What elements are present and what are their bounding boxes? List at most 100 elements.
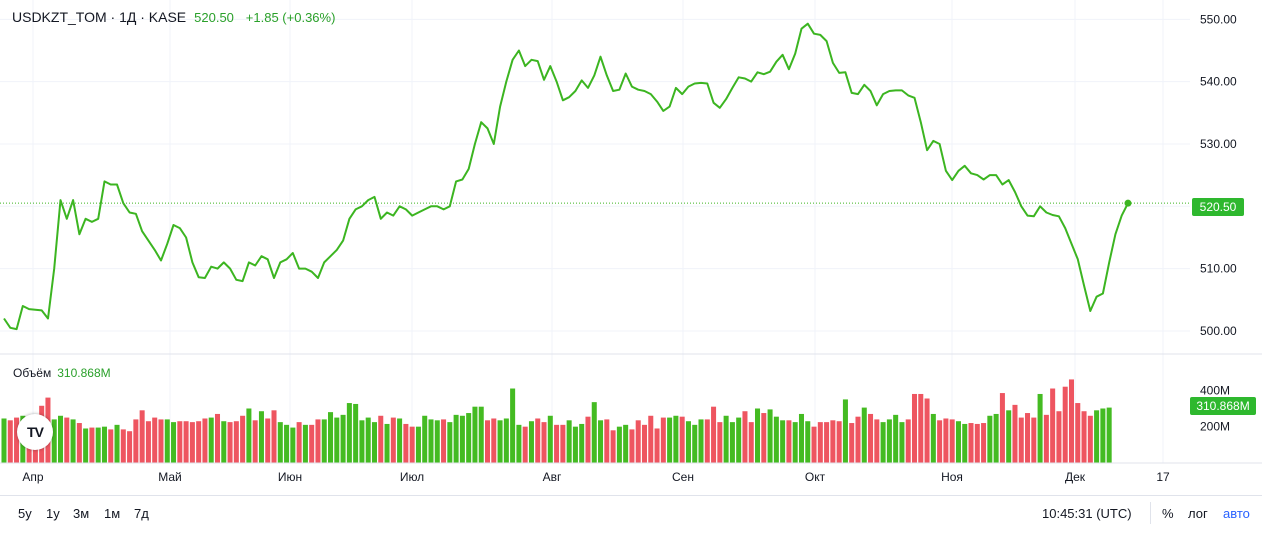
volume-bar [221, 421, 227, 463]
time-tick-label: Апр [22, 470, 44, 484]
volume-bar [1106, 407, 1112, 463]
volume-bar [723, 415, 729, 463]
volume-bar [139, 410, 145, 463]
volume-value: 310.868M [57, 366, 111, 380]
volume-bar [378, 415, 384, 463]
volume-bar [861, 407, 867, 463]
range-7d-button[interactable]: 7д [134, 506, 149, 521]
volume-bar [233, 421, 239, 463]
time-tick-label: Май [158, 470, 182, 484]
volume-bar [334, 417, 340, 463]
volume-bar [817, 422, 823, 463]
volume-bar [152, 417, 158, 463]
volume-bar [447, 422, 453, 463]
log-scale-button[interactable]: лог [1188, 506, 1208, 521]
volume-bar [1018, 417, 1024, 463]
volume-bar [214, 413, 221, 463]
volume-bar [911, 393, 918, 463]
volume-bar [905, 419, 911, 463]
volume-bar [616, 426, 622, 463]
volume-bar [290, 427, 296, 463]
volume-bar [893, 414, 899, 463]
volume-bar [598, 420, 604, 463]
range-5y-button[interactable]: 5y [18, 506, 32, 521]
volume-bar [955, 421, 961, 463]
volume-bar [1081, 411, 1087, 463]
volume-bar [189, 422, 195, 463]
volume-bar [736, 417, 742, 463]
volume-bar [302, 424, 308, 463]
symbol-label[interactable]: USDKZT_TOM · 1Д · KASE [12, 9, 187, 25]
price-tick-label: 510.00 [1200, 262, 1237, 276]
volume-bar [566, 420, 572, 463]
volume-bar [999, 393, 1005, 463]
volume-bar [7, 420, 13, 463]
volume-bar [981, 423, 987, 463]
range-1m-button[interactable]: 1м [104, 506, 121, 521]
volume-bar [648, 415, 654, 463]
volume-bar [1056, 411, 1062, 463]
clock-timezone[interactable]: 10:45:31 (UTC) [1042, 506, 1132, 521]
volume-bar [1075, 403, 1081, 463]
volume-bar [962, 423, 968, 463]
volume-bar [673, 415, 679, 463]
volume-bar [968, 423, 974, 463]
volume-bar [64, 417, 70, 463]
volume-bar [120, 429, 126, 463]
volume-bar [284, 424, 290, 463]
volume-bar [987, 415, 993, 463]
volume-tick-label: 200M [1200, 420, 1230, 434]
volume-bar [353, 403, 359, 463]
volume-bar [459, 415, 465, 463]
volume-bar [679, 416, 685, 463]
volume-bar [798, 413, 804, 463]
price-tick-label: 550.00 [1200, 12, 1237, 26]
range-1y-button[interactable]: 1y [46, 506, 60, 521]
volume-bar [422, 415, 428, 463]
volume-bar [227, 422, 233, 463]
price-line [3, 22, 1129, 331]
volume-bar [51, 419, 57, 463]
time-tick-label: Ноя [941, 470, 963, 484]
volume-bar [641, 424, 648, 463]
volume-bar [1087, 415, 1093, 463]
volume-bar [830, 420, 836, 463]
volume-bar [1031, 417, 1037, 463]
price-tick-label: 500.00 [1200, 324, 1237, 338]
volume-bar [70, 419, 76, 463]
volume-label[interactable]: Объём [13, 366, 52, 380]
volume-tick-label: 400M [1200, 383, 1230, 397]
volume-bar [164, 419, 170, 463]
percent-scale-button[interactable]: % [1162, 506, 1174, 521]
price-change-value: +1.85 (+0.36%) [245, 10, 336, 25]
volume-bar [874, 419, 880, 463]
volume-bar [403, 423, 409, 463]
range-3m-button[interactable]: 3м [73, 506, 90, 521]
volume-bar [321, 419, 327, 463]
volume-bar [434, 420, 440, 463]
volume-bar [930, 413, 936, 463]
volume-bar [635, 420, 641, 463]
volume-bar [409, 426, 415, 463]
volume-bar [83, 428, 89, 463]
volume-bar [196, 421, 202, 463]
volume-bar [880, 422, 886, 463]
volume-bar [698, 419, 704, 463]
volume-bar [717, 422, 723, 463]
volume-bar [1062, 386, 1068, 463]
bottom-toolbar: 5y 1y 3м 1м 7д 10:45:31 (UTC) % лог авто [0, 495, 1262, 530]
volume-bar [836, 421, 842, 463]
volume-bar [76, 423, 82, 463]
time-axis: Апр Май Июн Июл Авг Сен Окт Ноя Дек 17 [22, 470, 1170, 484]
volume-bar [924, 398, 930, 463]
volume-bar [685, 421, 691, 463]
volume-bar [277, 422, 283, 463]
tradingview-logo-icon[interactable]: TV [17, 414, 53, 450]
auto-scale-button[interactable]: авто [1223, 506, 1250, 521]
volume-bar [397, 418, 403, 463]
volume-bar [428, 419, 434, 463]
volume-bar [1043, 414, 1049, 463]
chart-legend: USDKZT_TOM · 1Д · KASE 520.50 +1.85 (+0.3… [12, 9, 335, 25]
